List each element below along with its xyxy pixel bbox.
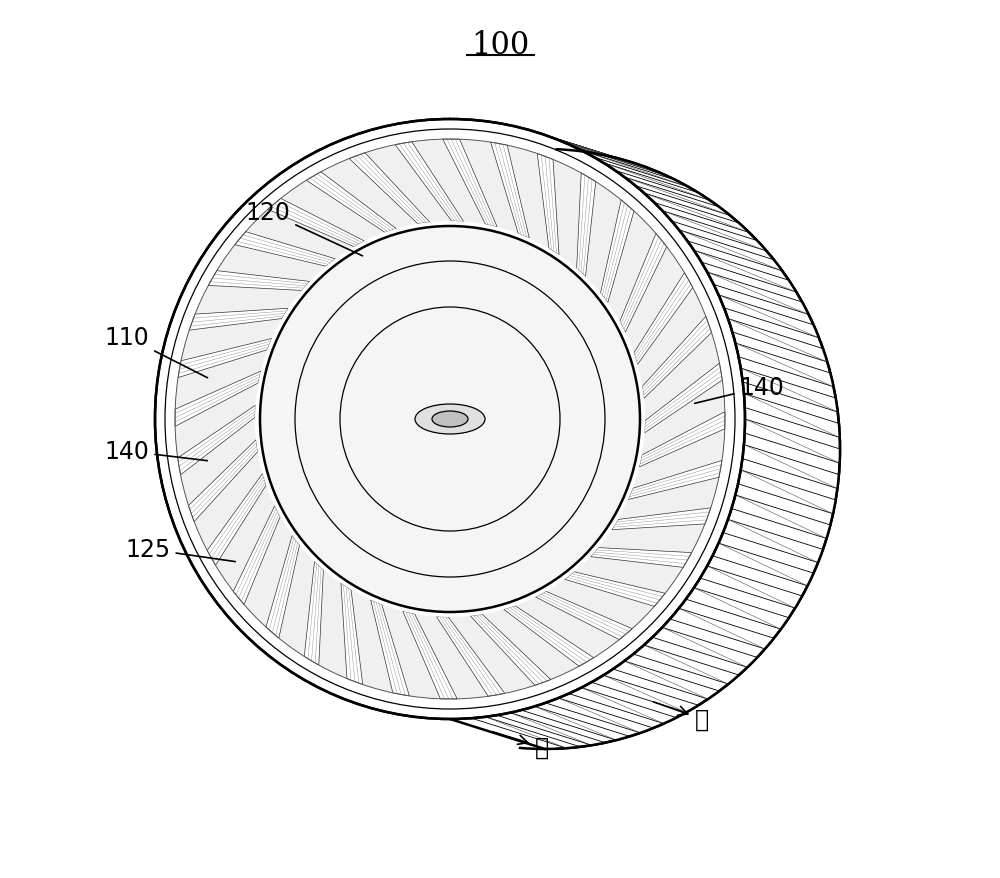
- Polygon shape: [719, 296, 819, 338]
- Polygon shape: [735, 343, 834, 387]
- Polygon shape: [742, 445, 839, 489]
- Polygon shape: [395, 142, 464, 222]
- Text: 100: 100: [471, 30, 529, 61]
- Polygon shape: [178, 406, 255, 475]
- Polygon shape: [652, 628, 757, 667]
- Polygon shape: [639, 412, 725, 467]
- Ellipse shape: [255, 222, 645, 617]
- Polygon shape: [207, 474, 266, 565]
- Polygon shape: [268, 199, 365, 248]
- Polygon shape: [535, 133, 643, 167]
- Polygon shape: [443, 140, 497, 227]
- Polygon shape: [266, 536, 300, 638]
- Polygon shape: [590, 548, 692, 568]
- Polygon shape: [741, 369, 838, 413]
- Polygon shape: [624, 177, 730, 216]
- Polygon shape: [497, 713, 605, 745]
- Polygon shape: [470, 615, 551, 686]
- Polygon shape: [591, 675, 698, 712]
- Text: 110: 110: [105, 326, 208, 378]
- Polygon shape: [670, 608, 774, 649]
- Polygon shape: [485, 122, 594, 154]
- Polygon shape: [634, 273, 693, 365]
- Text: 120: 120: [246, 201, 362, 256]
- Polygon shape: [645, 363, 722, 434]
- Polygon shape: [306, 173, 396, 233]
- Polygon shape: [558, 140, 666, 176]
- Polygon shape: [728, 320, 827, 363]
- Polygon shape: [175, 371, 261, 427]
- Ellipse shape: [260, 227, 640, 612]
- Polygon shape: [504, 606, 594, 666]
- Ellipse shape: [432, 412, 468, 428]
- Polygon shape: [662, 212, 767, 252]
- Polygon shape: [535, 592, 632, 640]
- Text: 后: 后: [654, 702, 709, 731]
- Ellipse shape: [155, 120, 745, 719]
- Text: 140: 140: [695, 376, 784, 404]
- Polygon shape: [679, 231, 782, 271]
- Polygon shape: [569, 687, 676, 723]
- Polygon shape: [521, 707, 630, 740]
- Polygon shape: [510, 126, 619, 159]
- Polygon shape: [732, 495, 830, 539]
- Polygon shape: [537, 155, 559, 255]
- Polygon shape: [603, 163, 710, 201]
- Ellipse shape: [155, 120, 745, 719]
- Polygon shape: [577, 174, 596, 277]
- Polygon shape: [600, 201, 634, 303]
- Polygon shape: [642, 317, 712, 399]
- Ellipse shape: [175, 140, 725, 699]
- Polygon shape: [403, 611, 457, 699]
- Polygon shape: [545, 698, 653, 733]
- Polygon shape: [349, 154, 430, 225]
- Polygon shape: [723, 520, 823, 563]
- Polygon shape: [644, 194, 749, 234]
- Polygon shape: [341, 584, 363, 685]
- Text: 125: 125: [125, 537, 235, 562]
- Polygon shape: [188, 440, 258, 522]
- Polygon shape: [178, 339, 272, 378]
- Polygon shape: [628, 461, 722, 500]
- Polygon shape: [565, 572, 665, 607]
- Polygon shape: [233, 507, 280, 605]
- Text: 前: 前: [493, 732, 549, 759]
- Polygon shape: [713, 543, 814, 587]
- Polygon shape: [738, 471, 836, 515]
- Polygon shape: [304, 562, 323, 666]
- Polygon shape: [612, 508, 711, 530]
- Polygon shape: [620, 234, 667, 333]
- Polygon shape: [235, 233, 335, 267]
- Polygon shape: [744, 394, 840, 438]
- Polygon shape: [686, 588, 789, 630]
- Polygon shape: [472, 717, 580, 748]
- Polygon shape: [581, 151, 689, 188]
- Polygon shape: [208, 271, 310, 291]
- Polygon shape: [745, 420, 840, 464]
- Polygon shape: [694, 251, 796, 292]
- Polygon shape: [371, 601, 409, 696]
- Ellipse shape: [415, 405, 485, 435]
- Polygon shape: [613, 661, 719, 699]
- Polygon shape: [491, 143, 529, 239]
- Polygon shape: [700, 566, 802, 608]
- Polygon shape: [189, 309, 288, 331]
- Polygon shape: [633, 645, 739, 684]
- Polygon shape: [707, 273, 809, 315]
- Text: 140: 140: [105, 440, 207, 464]
- Polygon shape: [460, 120, 569, 151]
- Polygon shape: [436, 617, 505, 696]
